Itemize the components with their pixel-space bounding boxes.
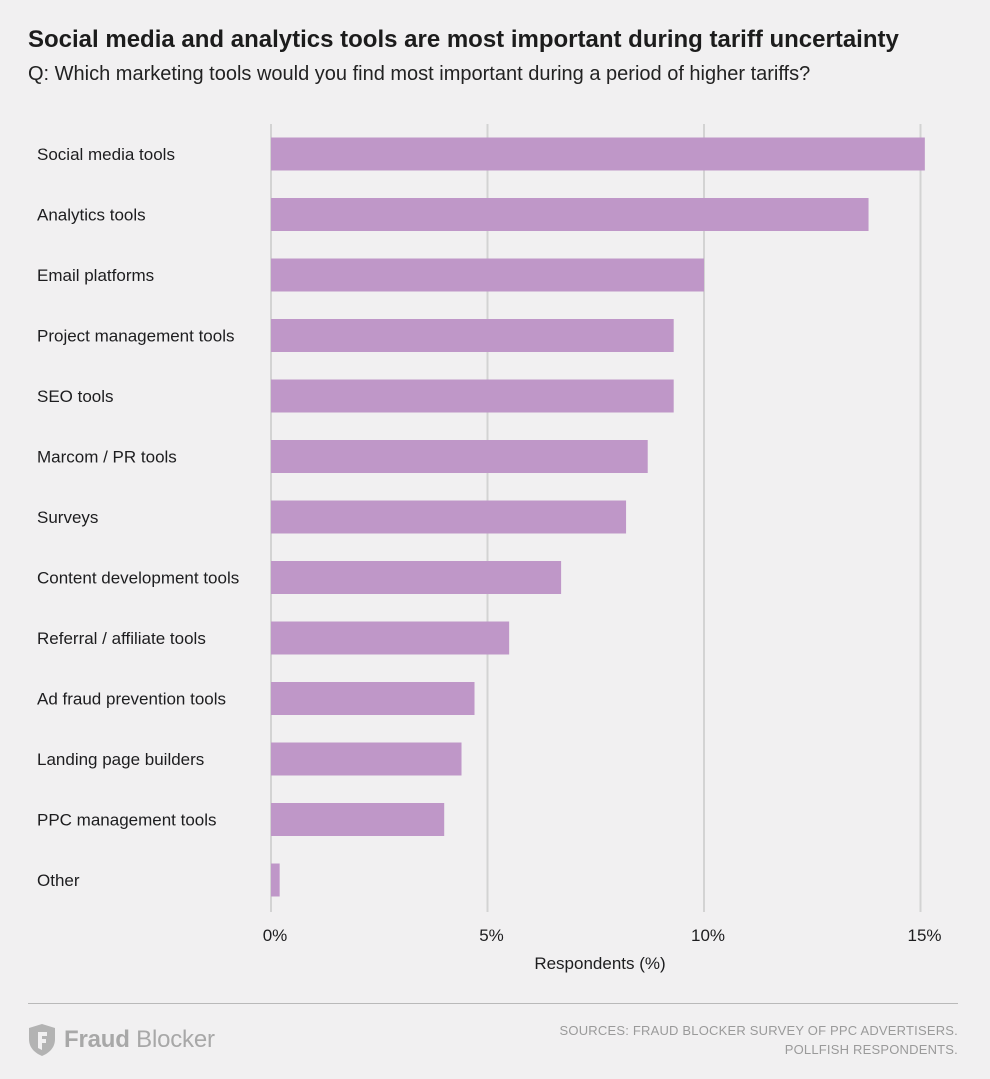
- bar: [271, 803, 445, 836]
- x-axis-ticks: 0% 5% 10% 15%: [263, 926, 942, 945]
- category-label: Analytics tools: [37, 206, 146, 225]
- chart-title: Social media and analytics tools are mos…: [28, 26, 899, 53]
- bar: [271, 742, 462, 776]
- category-label: Landing page builders: [37, 750, 204, 769]
- bar: [271, 319, 674, 352]
- category-label: SEO tools: [37, 387, 114, 406]
- bar: [271, 863, 280, 897]
- bar: [271, 258, 704, 292]
- category-label: Social media tools: [37, 145, 175, 164]
- category-label: Ad fraud prevention tools: [37, 690, 226, 709]
- category-label: PPC management tools: [37, 811, 217, 830]
- logo-wordmark: Fraud Blocker: [64, 1026, 215, 1054]
- footer-divider: [28, 1003, 958, 1004]
- x-tick-label: 0%: [263, 926, 288, 945]
- bar: [271, 621, 510, 655]
- logo-word-blocker: Blocker: [136, 1026, 215, 1053]
- fraud-blocker-shield-icon: [29, 1024, 55, 1056]
- category-label: Project management tools: [37, 327, 235, 346]
- bar: [271, 198, 869, 231]
- x-tick-label: 5%: [479, 926, 504, 945]
- category-label: Marcom / PR tools: [37, 448, 177, 467]
- logo-word-fraud: Fraud: [64, 1026, 130, 1053]
- bars: [271, 137, 925, 897]
- chart-subtitle: Q: Which marketing tools would you find …: [28, 63, 811, 85]
- bar: [271, 500, 627, 534]
- bar: [271, 137, 925, 171]
- category-label: Email platforms: [37, 266, 154, 285]
- sources-note: SOURCES: FRAUD BLOCKER SURVEY OF PPC ADV…: [560, 1021, 958, 1059]
- fraud-blocker-logo: Fraud Blocker: [28, 1022, 215, 1058]
- category-label: Surveys: [37, 508, 98, 527]
- bar: [271, 440, 648, 473]
- bar: [271, 561, 562, 594]
- category-label: Content development tools: [37, 569, 239, 588]
- category-labels: Social media tools Analytics tools Email p…: [37, 145, 239, 890]
- x-axis-label: Respondents (%): [534, 954, 665, 973]
- bar-chart: Social media tools Analytics tools Email p…: [37, 124, 942, 973]
- sources-line-1: SOURCES: FRAUD BLOCKER SURVEY OF PPC ADV…: [559, 1023, 958, 1038]
- sources-line-2: POLLFISH RESPONDENTS.: [784, 1042, 958, 1057]
- category-label: Other: [37, 871, 80, 890]
- x-tick-label: 15%: [907, 926, 941, 945]
- bar: [271, 379, 674, 413]
- category-label: Referral / affiliate tools: [37, 629, 206, 648]
- bar: [271, 682, 475, 715]
- x-tick-label: 10%: [691, 926, 725, 945]
